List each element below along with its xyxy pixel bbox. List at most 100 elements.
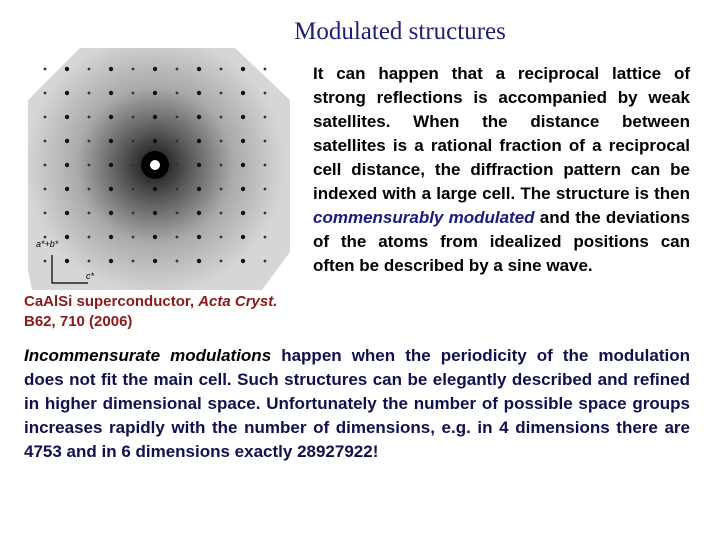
- caption-journal: Acta Cryst.: [198, 293, 278, 310]
- diffraction-spot: [64, 234, 70, 240]
- diffraction-spot: [219, 211, 223, 215]
- diffraction-spot: [263, 163, 267, 167]
- diffraction-spot: [108, 66, 114, 72]
- diffraction-spot: [87, 139, 91, 143]
- diffraction-spot: [175, 139, 179, 143]
- diffraction-spot: [263, 67, 267, 71]
- diffraction-spot: [87, 259, 91, 263]
- diffraction-spot: [240, 258, 246, 264]
- slide-title: Modulated structures: [294, 18, 506, 45]
- diffraction-spot: [219, 91, 223, 95]
- diffraction-spot: [196, 90, 202, 96]
- diffraction-figure: a*+b* c*: [28, 48, 290, 290]
- diffraction-spot: [175, 259, 179, 263]
- caption-text: CaAlSi superconductor,: [24, 293, 199, 310]
- diffraction-spot: [87, 187, 91, 191]
- diffraction-spot: [175, 67, 179, 71]
- diffraction-spot: [219, 115, 223, 119]
- diffraction-spot: [87, 115, 91, 119]
- diffraction-spot: [175, 163, 179, 167]
- diffraction-spot: [87, 235, 91, 239]
- diffraction-spot: [175, 115, 179, 119]
- spot-grid: [43, 66, 267, 264]
- diffraction-spot: [196, 162, 202, 168]
- emphasis: commensurably modulated: [313, 208, 535, 227]
- diffraction-spot: [43, 115, 47, 119]
- diffraction-spot: [108, 114, 114, 120]
- diffraction-spot: [263, 259, 267, 263]
- diffraction-spot: [108, 162, 114, 168]
- diffraction-spot: [240, 234, 246, 240]
- caption-text: B62, 710 (2006): [24, 313, 133, 330]
- primary-beam-center: [150, 160, 160, 170]
- diffraction-spot: [196, 66, 202, 72]
- diffraction-spot: [43, 259, 47, 263]
- diffraction-spot: [196, 258, 202, 264]
- diffraction-spot: [263, 211, 267, 215]
- diffraction-spot: [131, 91, 135, 95]
- diffraction-spot: [196, 234, 202, 240]
- diffraction-spot: [64, 138, 70, 144]
- diffraction-spot: [219, 235, 223, 239]
- diffraction-spot: [240, 114, 246, 120]
- diffraction-spot: [152, 258, 158, 264]
- text: happen when the periodicity of the modul…: [24, 346, 691, 461]
- axes-arrows: [51, 255, 88, 284]
- diffraction-spot: [240, 90, 246, 96]
- diffraction-spot: [131, 139, 135, 143]
- diffraction-spot: [108, 186, 114, 192]
- diffraction-spot: [64, 210, 70, 216]
- diffraction-spot: [108, 138, 114, 144]
- diffraction-spot: [175, 187, 179, 191]
- diffraction-spot: [219, 67, 223, 71]
- diffraction-spot: [219, 187, 223, 191]
- axis-label: c*: [86, 271, 95, 281]
- diffraction-spot: [152, 210, 158, 216]
- diffraction-spot: [131, 115, 135, 119]
- diffraction-spot: [108, 90, 114, 96]
- diffraction-spot: [219, 163, 223, 167]
- paragraph: It can happen that a reciprocal lattice …: [313, 62, 690, 278]
- diffraction-spot: [43, 187, 47, 191]
- diffraction-spot: [87, 91, 91, 95]
- text: and the deviations of the atoms from ide…: [313, 208, 690, 275]
- diffraction-spot: [108, 210, 114, 216]
- diffraction-spot: [43, 235, 47, 239]
- diffraction-spot: [263, 235, 267, 239]
- diffraction-spot: [219, 139, 223, 143]
- diffraction-spot: [87, 67, 91, 71]
- diffraction-spot: [263, 91, 267, 95]
- diffraction-spot: [43, 163, 47, 167]
- diffraction-spot: [263, 187, 267, 191]
- diffraction-spot: [263, 139, 267, 143]
- text: It can happen that a reciprocal lattice …: [313, 64, 690, 203]
- diffraction-spot: [152, 186, 158, 192]
- diffraction-spot: [152, 234, 158, 240]
- diffraction-spot: [108, 258, 114, 264]
- diffraction-spot: [240, 162, 246, 168]
- diffraction-spot: [43, 211, 47, 215]
- axis-label: a*+b*: [36, 239, 59, 249]
- diffraction-spot: [131, 163, 135, 167]
- diffraction-spot: [263, 115, 267, 119]
- emphasis: Incommensurate modulations: [24, 346, 272, 365]
- diffraction-spot: [240, 66, 246, 72]
- diffraction-spot: [108, 234, 114, 240]
- diffraction-spot: [175, 91, 179, 95]
- diffraction-spot: [131, 67, 135, 71]
- diffraction-spot: [175, 211, 179, 215]
- diffraction-spot: [131, 235, 135, 239]
- diffraction-spot: [64, 162, 70, 168]
- diffraction-spot: [240, 138, 246, 144]
- diffraction-spot: [240, 186, 246, 192]
- diffraction-spot: [196, 138, 202, 144]
- diffraction-spot: [219, 259, 223, 263]
- diffraction-spot: [43, 67, 47, 71]
- diffraction-spot: [64, 90, 70, 96]
- diffraction-spot: [152, 138, 158, 144]
- diffraction-spot: [240, 210, 246, 216]
- diffraction-spot: [131, 259, 135, 263]
- diffraction-spot: [152, 90, 158, 96]
- diffraction-spot: [64, 186, 70, 192]
